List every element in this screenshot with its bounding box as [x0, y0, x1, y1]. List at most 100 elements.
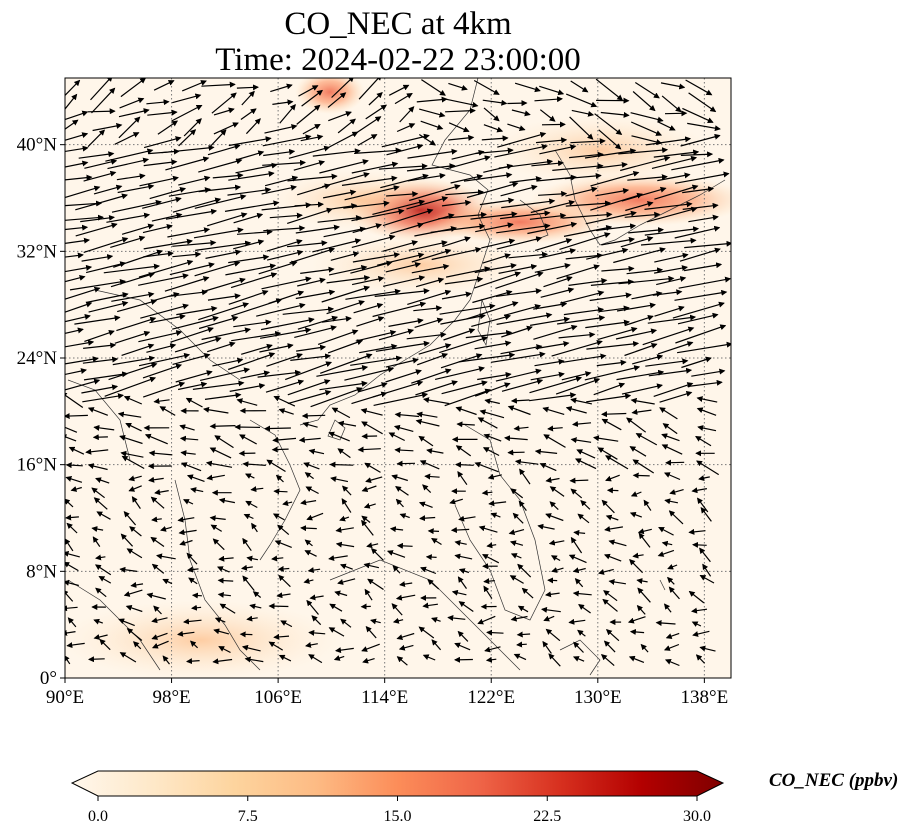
wind-arrow	[549, 501, 559, 511]
wind-arrow	[289, 247, 336, 264]
map-frame	[64, 77, 732, 679]
wind-arrow	[279, 104, 296, 124]
wind-arrow	[477, 371, 512, 381]
wind-arrow	[535, 238, 573, 251]
wind-arrow	[668, 510, 684, 525]
wind-arrow	[454, 642, 471, 651]
wind-arrow	[297, 183, 331, 196]
wind-arrow	[382, 275, 426, 287]
wind-arrow	[344, 185, 400, 201]
wind-arrow	[85, 448, 109, 455]
wind-arrow	[284, 361, 333, 381]
wind-arrow	[425, 554, 437, 561]
wind-arrow	[300, 266, 335, 274]
wind-arrow	[497, 131, 547, 148]
wind-arrow	[307, 567, 321, 574]
wind-arrow	[388, 432, 405, 442]
wind-arrow	[471, 314, 512, 327]
wind-arrow	[688, 214, 719, 223]
wind-arrow	[640, 643, 649, 653]
wind-arrow	[170, 326, 214, 343]
wind-arrow	[571, 109, 595, 117]
wind-arrow	[351, 391, 388, 405]
wind-arrow	[585, 210, 637, 225]
wind-arrow	[665, 459, 685, 466]
wind-arrow	[118, 108, 150, 118]
wind-arrow	[90, 78, 113, 101]
wind-arrow	[597, 447, 618, 460]
wind-arrow	[594, 113, 623, 136]
wind-arrow	[657, 341, 694, 355]
wind-arrow	[394, 447, 414, 454]
wind-arrow	[233, 319, 272, 328]
wind-arrow	[87, 108, 116, 115]
wind-arrow	[677, 312, 719, 325]
wind-arrow	[85, 261, 127, 274]
wind-arrow	[287, 207, 333, 224]
wind-arrow	[370, 618, 381, 625]
wind-arrow	[129, 526, 142, 537]
wind-arrow	[557, 315, 606, 325]
wind-arrow	[298, 85, 319, 97]
wind-arrow	[296, 104, 321, 125]
map-title: CO_NEC at 4km	[284, 6, 512, 42]
wind-arrow	[321, 315, 352, 323]
wind-arrow	[396, 656, 408, 666]
wind-arrow	[316, 365, 369, 377]
wind-arrow	[201, 277, 246, 293]
wind-arrow	[559, 290, 605, 304]
wind-arrow	[278, 408, 294, 415]
wind-arrow	[629, 628, 645, 635]
wind-arrow	[692, 630, 710, 637]
wind-arrow	[629, 446, 647, 457]
wind-arrow	[65, 356, 99, 365]
wind-arrow	[664, 110, 688, 117]
wind-arrow	[445, 189, 484, 196]
wind-arrow	[463, 172, 513, 182]
wind-arrow	[447, 615, 466, 622]
wind-arrow	[213, 107, 235, 116]
wind-arrow	[481, 489, 493, 496]
wind-arrow	[290, 353, 332, 361]
wind-arrow	[654, 305, 685, 317]
wind-arrow	[278, 654, 292, 662]
wind-arrow	[142, 363, 183, 379]
wind-arrow	[319, 159, 369, 174]
wind-arrow	[568, 618, 586, 625]
wind-arrow	[422, 484, 432, 494]
wind-arrow	[266, 459, 286, 473]
wind-arrow	[274, 540, 292, 548]
wind-arrow	[328, 627, 345, 637]
wind-arrow	[205, 249, 242, 259]
wind-arrow	[239, 434, 257, 445]
wind-arrow	[245, 500, 258, 509]
wind-arrow	[386, 191, 419, 198]
wind-arrow	[419, 515, 436, 522]
wind-arrow	[108, 362, 158, 381]
wind-arrow	[486, 542, 497, 549]
wind-arrow	[422, 602, 438, 609]
wind-arrow	[83, 237, 129, 253]
wind-arrow	[668, 586, 680, 600]
wind-arrow	[572, 590, 592, 597]
wind-arrow	[416, 411, 438, 418]
wind-arrow	[386, 550, 406, 558]
wind-arrow	[131, 496, 141, 509]
wind-arrow	[654, 184, 699, 200]
wind-arrow	[598, 568, 614, 575]
wind-arrow	[326, 275, 371, 284]
wind-arrow	[337, 448, 351, 459]
wind-arrow	[375, 340, 430, 352]
wind-arrow	[620, 155, 671, 172]
wind-arrow	[656, 276, 687, 286]
wind-arrow	[126, 548, 143, 559]
wind-arrow	[696, 396, 718, 403]
wind-arrow	[361, 515, 371, 523]
wind-arrow	[507, 100, 528, 107]
wind-arrow	[312, 148, 361, 157]
wind-arrow	[82, 356, 119, 364]
wind-arrow	[518, 500, 527, 511]
wind-arrow	[637, 528, 652, 535]
wind-arrow	[659, 407, 678, 420]
wind-arrow	[648, 367, 693, 377]
